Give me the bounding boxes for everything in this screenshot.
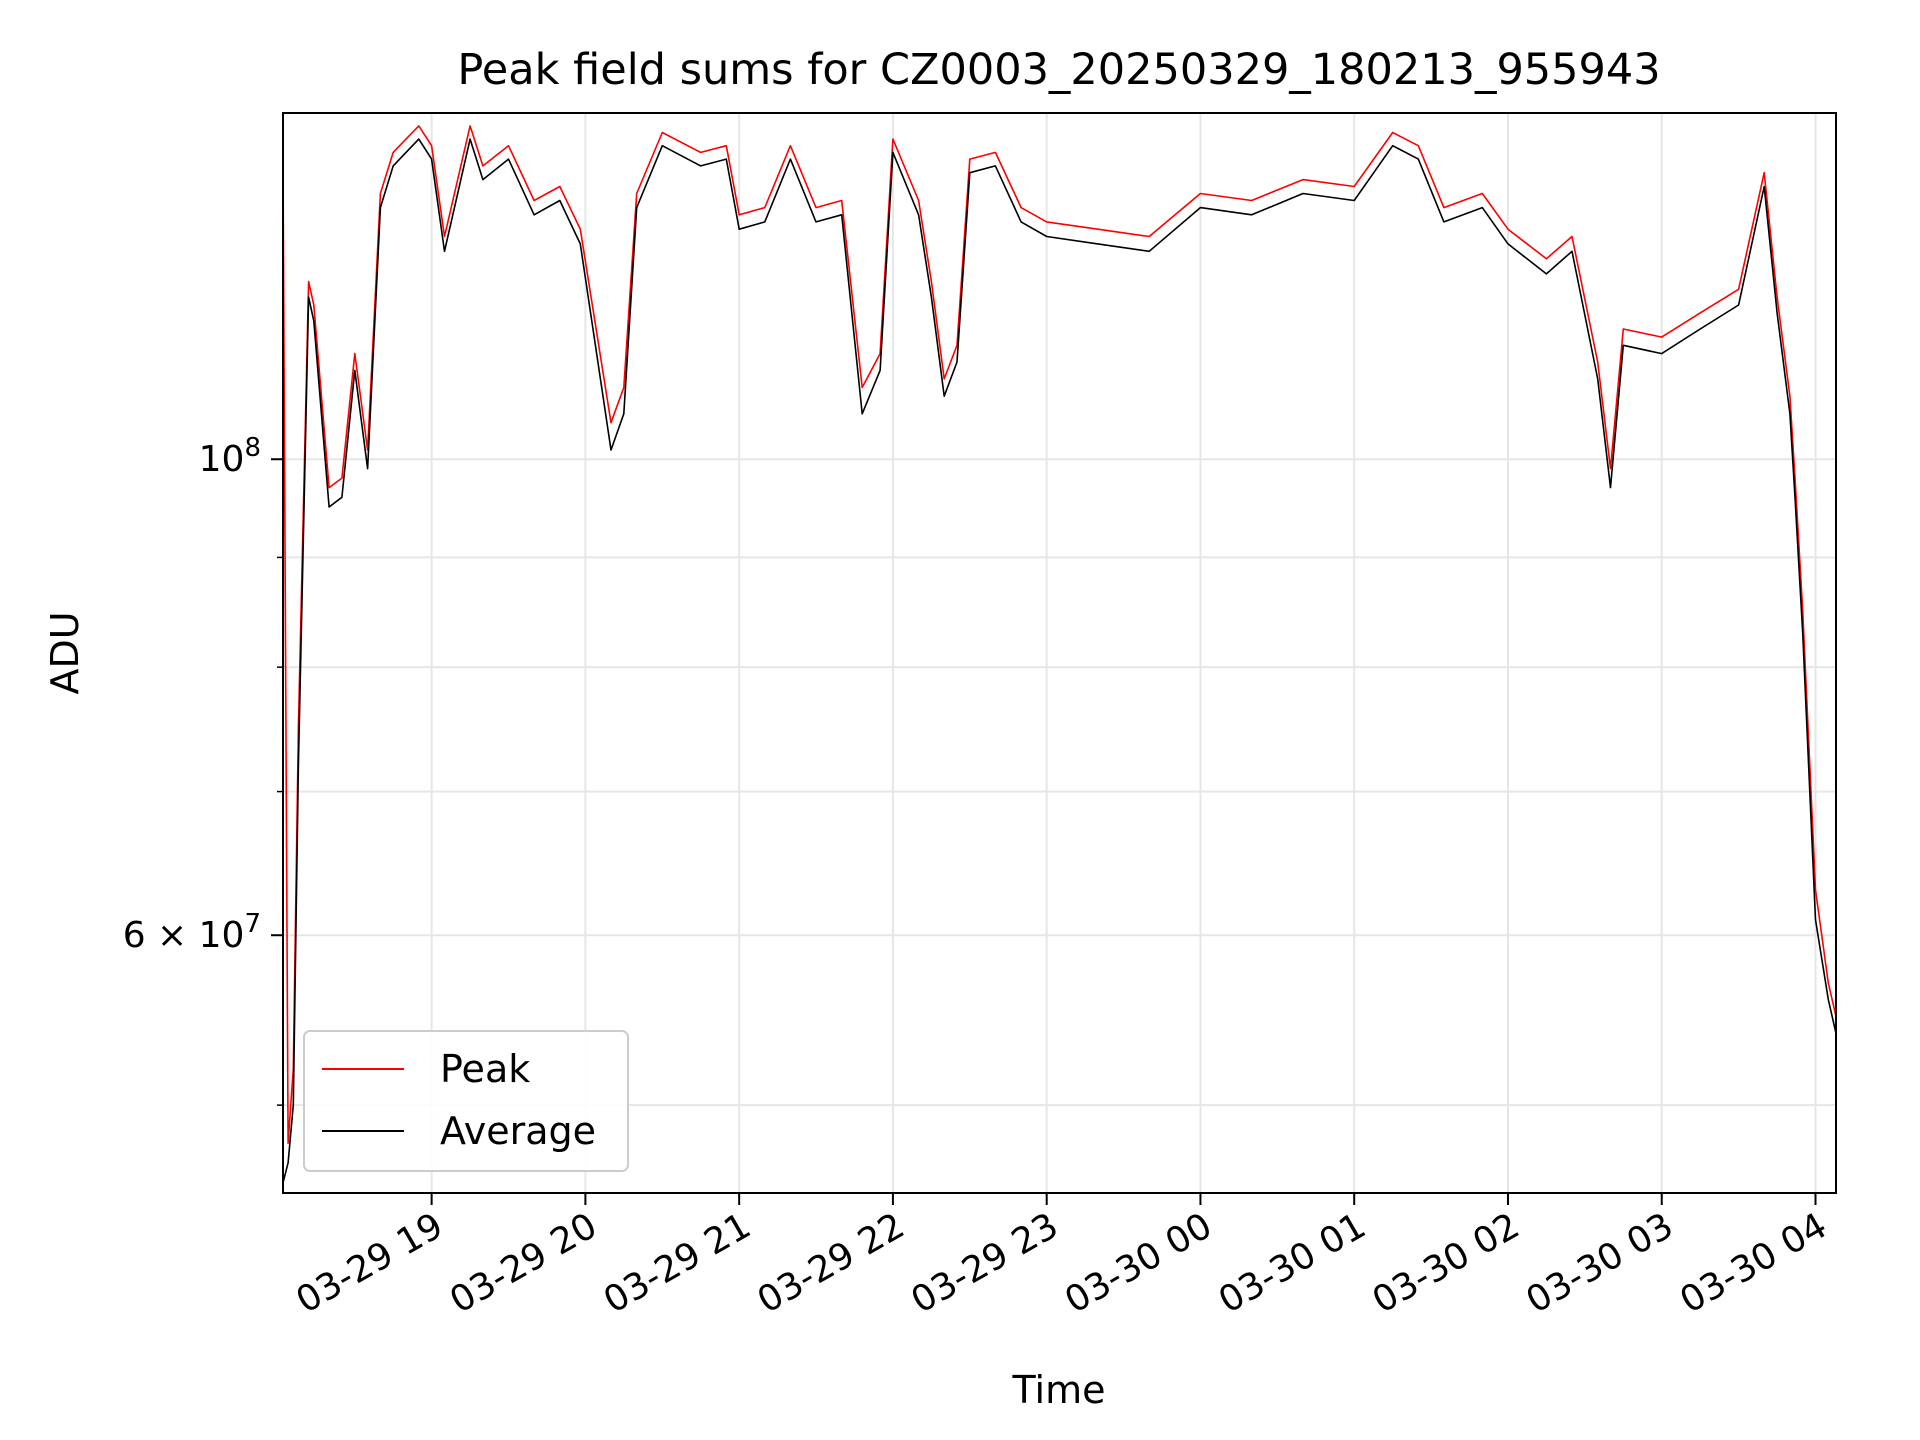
series-line-peak	[282, 125, 1837, 1144]
legend: Peak Average	[303, 1030, 629, 1172]
legend-average-label: Average	[440, 1109, 596, 1153]
series-line-average	[282, 138, 1837, 1183]
chart-title: Peak field sums for CZ0003_20250329_1802…	[457, 45, 1660, 95]
plot-frame	[282, 112, 1837, 1194]
plot-lines	[282, 125, 1837, 1183]
y-tick-label: 108	[199, 433, 261, 480]
y-tick-label-base: 6 × 10	[123, 915, 245, 956]
gridlines	[283, 113, 1836, 1193]
y-tick-label-exponent: 8	[244, 433, 261, 463]
y-axis: 108 6 × 107	[123, 433, 283, 1106]
y-tick-label-exponent: 7	[244, 909, 261, 939]
legend-box	[303, 1030, 629, 1172]
x-axis-label: Time	[1012, 1368, 1106, 1412]
y-axis-label: ADU	[43, 611, 87, 694]
legend-peak-label: Peak	[440, 1047, 530, 1091]
y-tick-label-base: 10	[199, 439, 245, 480]
y-tick-label: 6 × 107	[123, 909, 261, 956]
